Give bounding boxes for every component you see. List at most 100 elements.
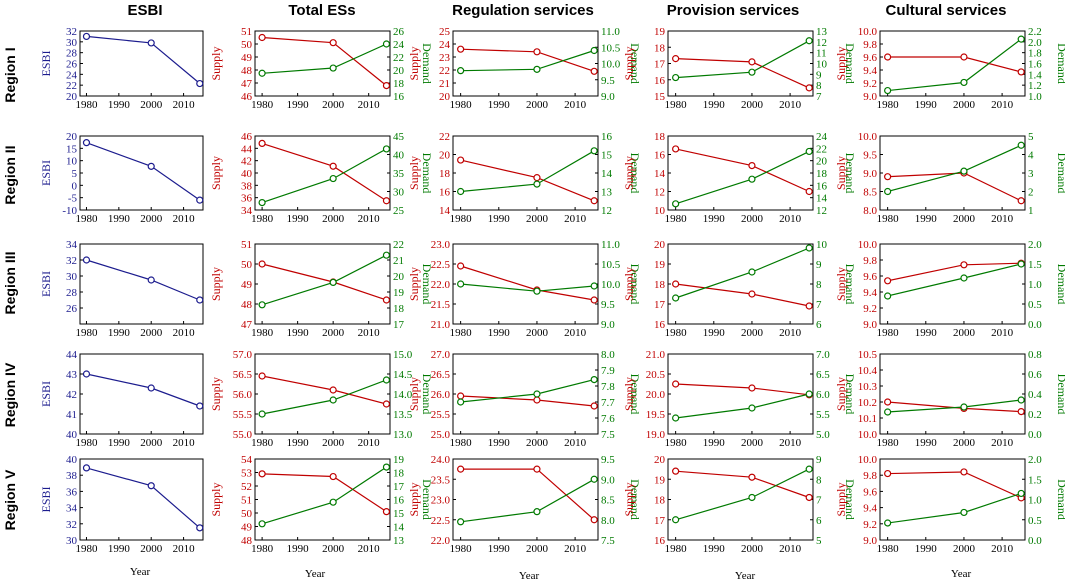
data-point-supply — [533, 174, 541, 182]
y2-tick-label: 30 — [393, 187, 405, 199]
data-point-esbi — [196, 402, 204, 410]
y-tick-label: 34 — [66, 503, 78, 515]
data-point-demand — [533, 287, 541, 295]
y-tick-label: 19 — [654, 474, 666, 486]
x-tick-label: 1990 — [915, 437, 938, 449]
y2-tick-label: 1.0 — [1028, 279, 1042, 291]
x-tick-label: 2010 — [779, 543, 802, 555]
data-point-esbi — [196, 524, 204, 532]
series-line-demand — [460, 49, 595, 72]
data-point-supply — [258, 260, 266, 268]
series-line-esbi — [86, 467, 201, 529]
x-tick-label: 1990 — [287, 543, 310, 555]
x-tick-label: 1980 — [877, 99, 900, 111]
plot-frame — [879, 243, 1026, 325]
data-point-demand — [805, 147, 813, 156]
data-point-supply — [590, 197, 598, 205]
data-point-demand — [960, 508, 968, 517]
data-point-supply — [748, 58, 756, 66]
x-tick-label: 1980 — [450, 543, 473, 555]
y2-axis-label: Demand — [420, 264, 434, 305]
y-axis-label: Supply — [209, 156, 223, 190]
x-tick-label: 2010 — [173, 213, 196, 225]
y-tick-label: 28 — [66, 287, 78, 299]
x-tick-label: 1990 — [488, 543, 511, 555]
y2-tick-label: 19 — [393, 454, 405, 466]
series-line-esbi — [86, 259, 201, 301]
x-tick-label: 2010 — [779, 327, 802, 339]
y-tick-label: 9.2 — [863, 519, 877, 531]
y-tick-label: 25 — [439, 26, 451, 38]
data-point-demand — [884, 292, 892, 300]
x-tick-label: 2010 — [564, 213, 587, 225]
y2-tick-label: 1.5 — [1028, 474, 1042, 486]
data-point-supply — [1017, 197, 1025, 205]
panel-region-iv-esbi: 1980 1990 2000 2010 40 41 42 43 44 ESBI — [39, 349, 204, 449]
x-tick-label: 1980 — [251, 213, 274, 225]
data-point-supply — [805, 84, 813, 92]
y2-tick-label: 11.0 — [601, 239, 620, 251]
y2-tick-label: 11 — [816, 48, 827, 60]
x-tick-label: 1990 — [287, 327, 310, 339]
x-tick-label: 2000 — [526, 327, 549, 339]
data-point-supply — [672, 145, 680, 153]
data-point-demand — [884, 86, 892, 95]
data-point-esbi — [196, 79, 204, 88]
y-axis-label: Supply — [407, 156, 421, 190]
y2-axis-label: Demand — [1055, 43, 1065, 84]
series-line-supply — [262, 36, 387, 87]
y2-tick-label: 9.5 — [601, 454, 615, 466]
data-point-supply — [805, 493, 813, 502]
y2-axis-label: Demand — [1055, 153, 1065, 194]
y-tick-label: 20 — [654, 239, 666, 251]
y2-tick-label: 6.0 — [816, 389, 830, 401]
x-tick-label: 2000 — [953, 543, 976, 555]
y-tick-label: 27.0 — [431, 349, 451, 361]
x-tick-label: 1980 — [75, 543, 98, 555]
y-tick-label: 20 — [66, 131, 78, 143]
data-point-demand — [533, 390, 541, 398]
data-point-esbi — [196, 196, 204, 204]
y-tick-label: 22.5 — [431, 515, 451, 527]
x-tick-label: 1980 — [665, 327, 688, 339]
x-tick-label: 1990 — [108, 99, 131, 111]
data-point-supply — [457, 465, 465, 473]
data-point-supply — [329, 162, 337, 170]
data-point-demand — [960, 403, 968, 411]
y-tick-label: 15 — [654, 91, 666, 103]
series-line-supply — [675, 383, 810, 396]
y2-axis-label: Demand — [420, 43, 434, 84]
y-tick-label: 23.0 — [431, 495, 451, 507]
y-tick-label: 21 — [439, 78, 450, 90]
y-tick-label: 8.5 — [863, 187, 877, 199]
data-point-demand — [1017, 35, 1025, 43]
series-line-esbi — [86, 142, 201, 201]
x-tick-label: 2010 — [173, 99, 196, 111]
data-point-demand — [748, 493, 756, 502]
y2-tick-label: 7 — [816, 299, 822, 311]
x-tick-label: 1990 — [108, 543, 131, 555]
x-tick-label: 1980 — [251, 327, 274, 339]
y-tick-label: 10.0 — [858, 26, 878, 38]
y-tick-label: 21.0 — [431, 319, 451, 331]
series-line-demand — [262, 43, 387, 74]
column-title-cultural: Cultural services — [886, 2, 1007, 19]
x-tick-label: 2000 — [741, 437, 764, 449]
x-tick-label: 1990 — [915, 99, 938, 111]
y2-tick-label: 2.0 — [1028, 454, 1042, 466]
y-tick-label: 49 — [241, 279, 253, 291]
data-point-demand — [258, 199, 266, 207]
data-point-demand — [457, 518, 465, 526]
y-tick-label: 40 — [66, 454, 78, 466]
x-tick-label: 1990 — [488, 213, 511, 225]
y-tick-label: 9.0 — [863, 319, 877, 331]
y-tick-label: 47 — [241, 319, 253, 331]
y-tick-label: 17 — [654, 299, 666, 311]
y2-tick-label: 8.0 — [601, 349, 615, 361]
y-axis-label: Supply — [209, 482, 223, 516]
x-tick-label: 1990 — [488, 437, 511, 449]
y-axis-label: ESBI — [39, 271, 53, 297]
y2-tick-label: 13.5 — [393, 409, 413, 421]
panel-region-i-provision-services: 1980 1990 2000 20101516171819Supply78910111… — [622, 26, 857, 111]
